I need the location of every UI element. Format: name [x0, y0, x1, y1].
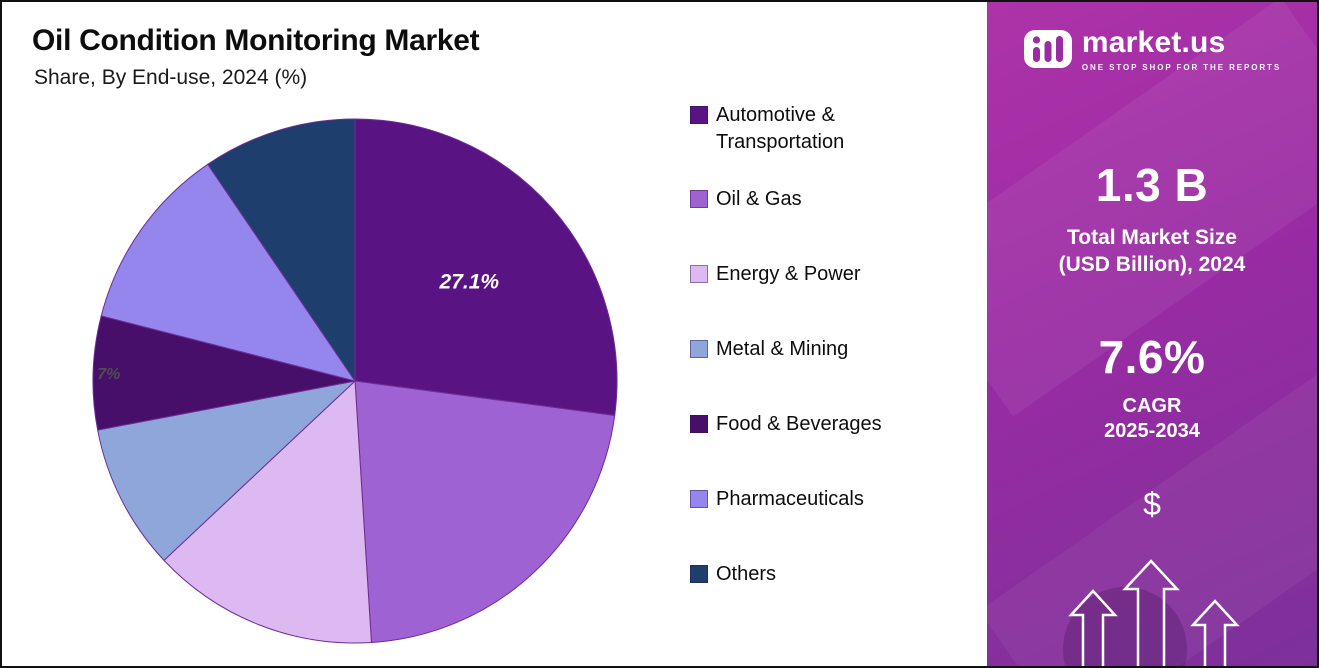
pie-data-label: 27.1% — [439, 270, 500, 293]
market-size-label-line1: Total Market Size — [1066, 226, 1237, 249]
legend-swatch — [690, 190, 708, 208]
pie-slice-oil-and-gas — [354, 380, 616, 644]
legend-label: Food & Beverages — [716, 413, 882, 435]
pie-slice-automotive-and-transportation — [354, 118, 618, 417]
legend-swatch — [690, 490, 708, 508]
page-title: Oil Condition Monitoring Market — [32, 24, 480, 57]
legend-item-energy-and-power: Energy & Power — [690, 261, 942, 288]
legend-label: Others — [716, 563, 777, 585]
cagr-label-line2: 2025-2034 — [1104, 420, 1200, 442]
pie-slice-others — [207, 118, 356, 383]
chart-subtitle: Share, By End-use, 2024 (%) — [34, 66, 308, 89]
legend-label: Automotive & Transportation — [716, 104, 845, 153]
legend-swatch — [690, 565, 708, 583]
legend-swatch — [690, 106, 708, 124]
legend-label: Energy & Power — [716, 263, 861, 285]
legend-item-pharmaceuticals: Pharmaceuticals — [690, 486, 942, 513]
legend-label: Oil & Gas — [716, 188, 802, 210]
pie-slice-food-and-beverages — [92, 315, 356, 431]
brand-tagline: ONE STOP SHOP FOR THE REPORTS — [1081, 63, 1282, 72]
legend-item-food-and-beverages: Food & Beverages — [690, 411, 942, 438]
legend-swatch — [690, 415, 708, 433]
growth-arrows-icon — [1063, 559, 1240, 666]
pie-chart-svg: 27.1% 7% — [92, 118, 618, 644]
legend-swatch — [690, 265, 708, 283]
pie-slice-energy-and-power — [163, 379, 372, 644]
legend-item-metal-and-mining: Metal & Mining — [690, 336, 942, 363]
market-us-logo-icon — [1023, 30, 1072, 68]
legend-item-automotive-and-transportation: Automotive & Transportation — [690, 102, 942, 156]
pie-slice-metal-and-mining — [97, 380, 357, 562]
legend-label: Metal & Mining — [716, 338, 849, 360]
legend-item-others: Others — [690, 561, 942, 588]
cagr-value: 7.6% — [1098, 331, 1206, 383]
market-size-label: Total Market Size (USD Billion), 2024 — [1059, 224, 1246, 278]
brand-logo: market.us ONE STOP SHOP FOR THE REPORTS — [1023, 26, 1281, 72]
legend-item-oil-and-gas: Oil & Gas — [690, 186, 942, 213]
brand-panel: market.us ONE STOP SHOP FOR THE REPORTS … — [987, 2, 1317, 666]
pie-slice-pharmaceuticals — [100, 163, 357, 382]
chart-legend: Automotive & Transportation Oil & Gas Ener… — [690, 102, 942, 588]
pie-data-label: 7% — [97, 366, 120, 383]
brand-name: market.us — [1081, 26, 1226, 59]
market-size-label-line2: (USD Billion), 2024 — [1058, 253, 1246, 276]
brand-panel-content: market.us ONE STOP SHOP FOR THE REPORTS … — [987, 2, 1317, 666]
market-size-value: 1.3 B — [1095, 159, 1209, 211]
cagr-label-line1: CAGR — [1122, 395, 1182, 417]
legend-label: Pharmaceuticals — [716, 488, 864, 510]
legend-swatch — [690, 340, 708, 358]
dollar-icon: $ — [1143, 486, 1161, 522]
pie-chart: 27.1% 7% — [88, 114, 622, 648]
chart-area: Oil Condition Monitoring Market Share, B… — [2, 2, 991, 666]
cagr-label: CAGR 2025-2034 — [1104, 394, 1200, 444]
